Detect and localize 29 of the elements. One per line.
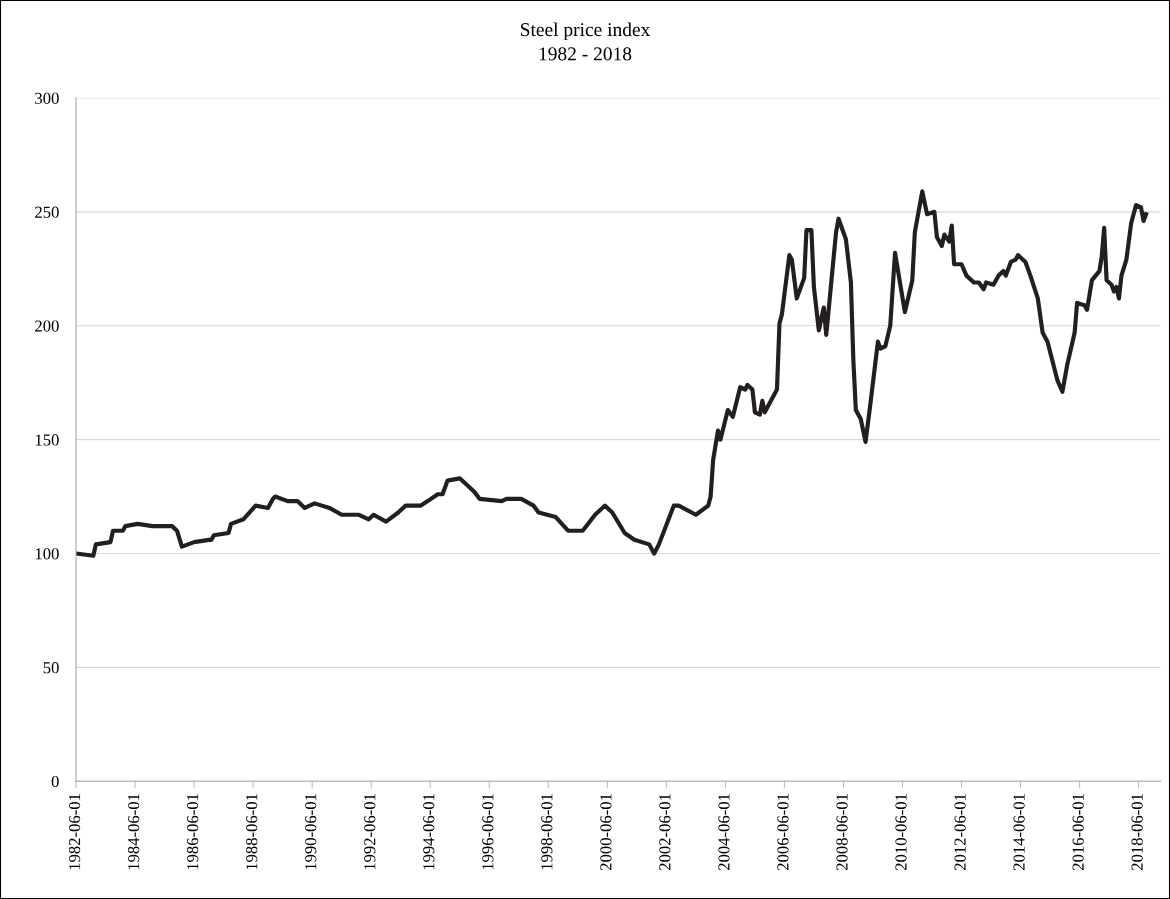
x-tick-label: 1982-06-01 [68, 794, 81, 870]
y-tick-label: 200 [35, 320, 59, 332]
x-tick-label: 1984-06-01 [128, 794, 140, 870]
x-tick-label: 1996-06-01 [482, 794, 494, 870]
x-tick-label: 2002-06-01 [659, 794, 671, 871]
x-tick-label: 2006-06-01 [777, 794, 789, 871]
x-tick-label: 2018-06-01 [1131, 794, 1143, 871]
x-tick-label: 1988-06-01 [246, 794, 258, 870]
y-tick-label: 300 [35, 92, 59, 104]
x-tick-label: 2016-06-01 [1072, 794, 1084, 871]
y-tick-label: 0 [51, 775, 59, 788]
x-tick-label: 2010-06-01 [895, 794, 907, 871]
x-tick-label: 2000-06-01 [600, 794, 612, 871]
x-tick-label: 2004-06-01 [718, 794, 730, 871]
x-tick-label: 1986-06-01 [187, 794, 199, 870]
x-tick-label: 2008-06-01 [836, 794, 848, 871]
y-tick-label: 150 [35, 434, 59, 446]
x-tick-label: 1990-06-01 [305, 794, 317, 870]
y-tick-label: 250 [35, 206, 59, 218]
x-tick-label: 1992-06-01 [364, 794, 376, 870]
y-tick-label: 100 [35, 548, 59, 560]
line-series [76, 189, 1149, 558]
chart-title: Steel price index [520, 22, 651, 41]
x-tick-label: 1994-06-01 [423, 794, 435, 870]
chart-subtitle: 1982 - 2018 [539, 47, 632, 61]
x-tick-label: 1998-06-01 [541, 794, 553, 870]
y-tick-label: 50 [43, 662, 59, 674]
x-tick-label: 2012-06-01 [954, 794, 966, 871]
x-tick-label: 2014-06-01 [1013, 794, 1025, 871]
